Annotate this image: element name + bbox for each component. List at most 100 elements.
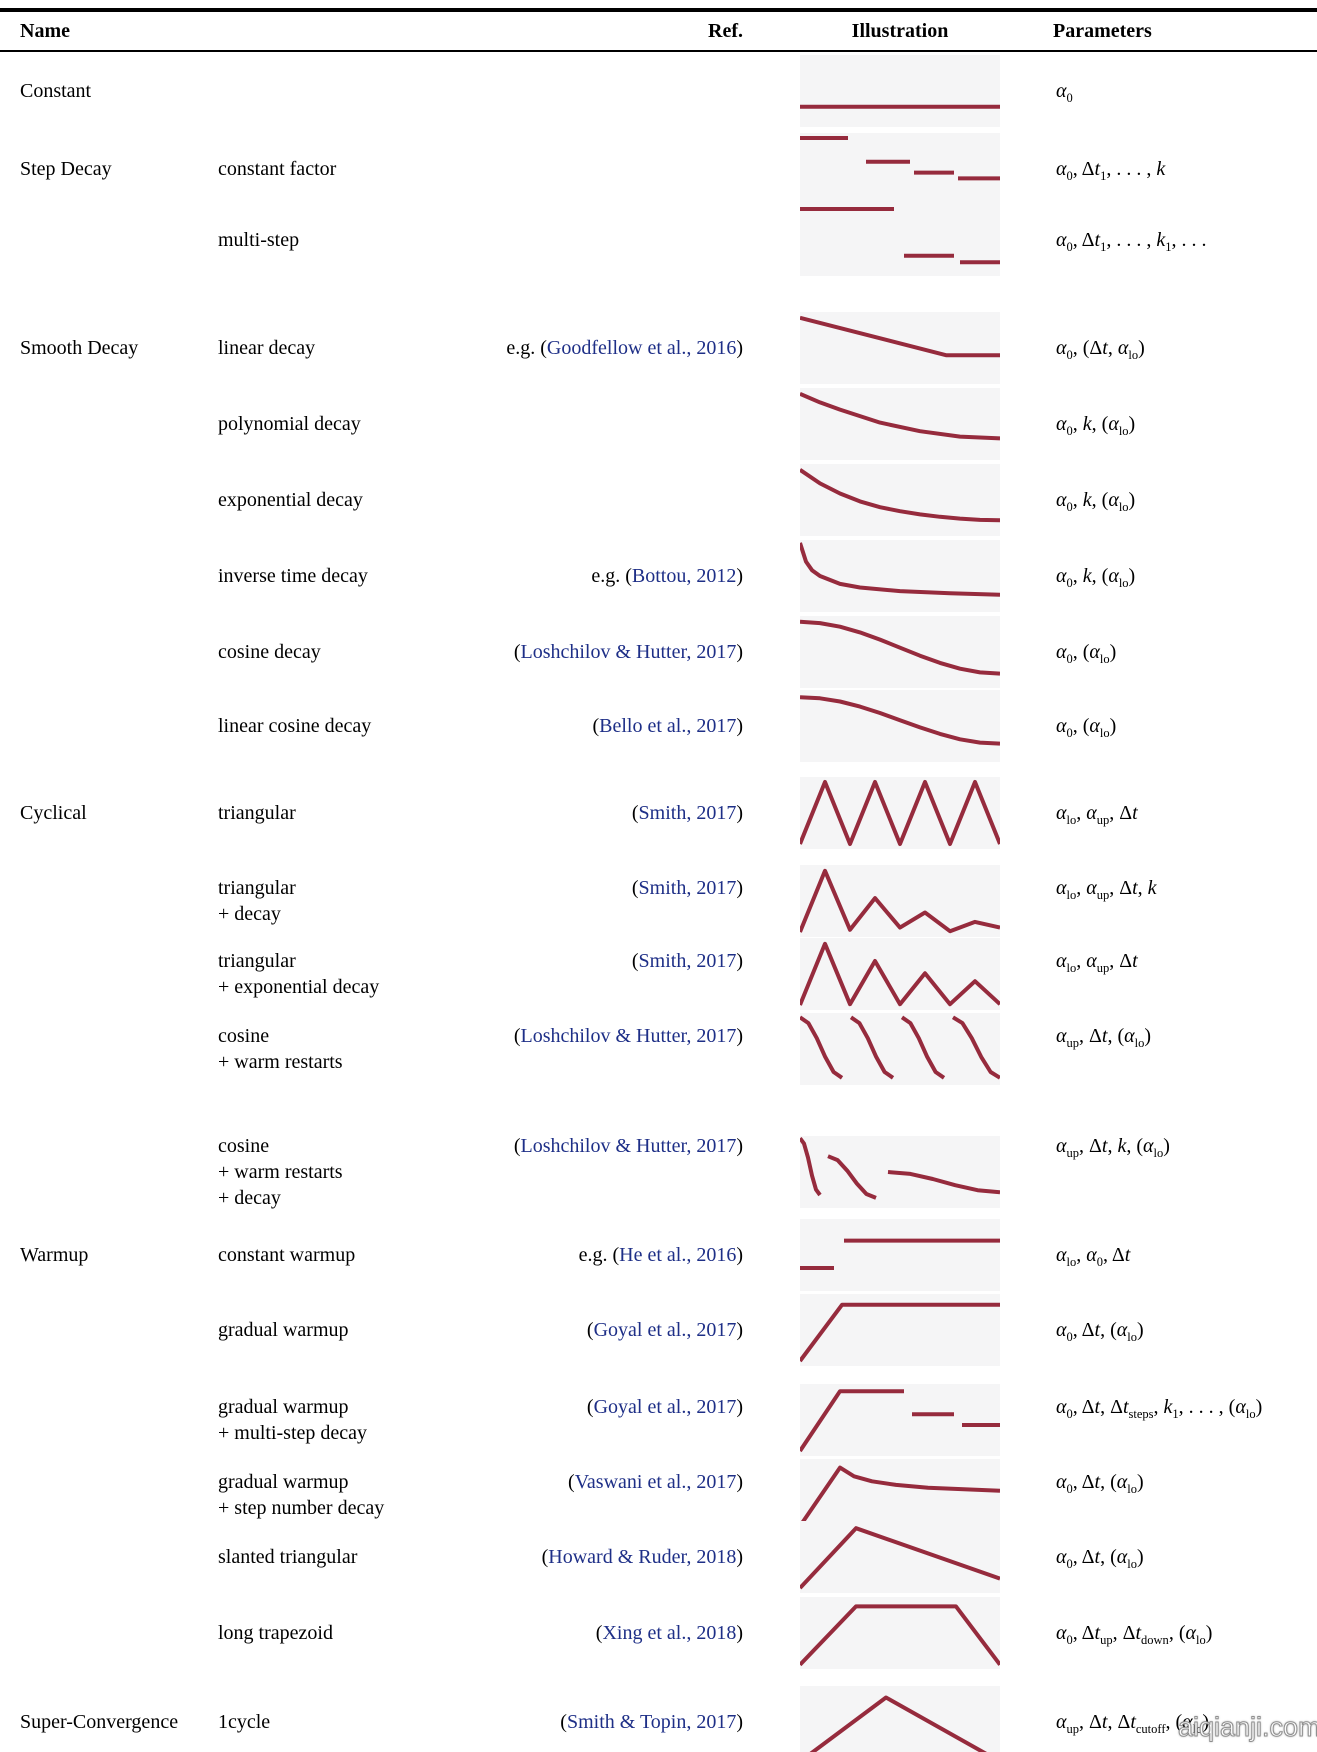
schedule-name: + exponential decay [218,976,380,998]
schedule-curve [800,780,1000,846]
column-header-ref: Ref. [708,20,743,42]
parameters: α0, Δt1, . . . , k1, . . . [1056,229,1207,254]
illustration-box [800,690,1000,762]
illustration-box [800,1686,1000,1752]
illustration-box [800,1219,1000,1291]
illustration-box [800,312,1000,384]
parameters: α0 [1056,80,1073,105]
column-header-parameters: Parameters [1053,20,1152,42]
group-label: Step Decay [20,158,112,180]
citation-link[interactable]: Bello et al., 2017 [599,715,737,737]
citation-link[interactable]: Loshchilov & Hutter, 2017 [520,1025,737,1047]
schedule-curve [800,315,1000,358]
parameters: α0, (αlo) [1056,715,1117,740]
schedule-name: long trapezoid [218,1622,333,1644]
citation-link[interactable]: Smith, 2017 [638,950,737,972]
schedule-name: linear cosine decay [218,715,372,737]
reference: (Loshchilov & Hutter, 2017) [513,1025,743,1047]
parameters: α0, (Δt, αlo) [1056,337,1145,362]
schedule-name: triangular [218,802,296,824]
parameters: α0, Δt, (αlo) [1056,1471,1144,1496]
illustration-box [800,616,1000,688]
parameters: α0, k, (αlo) [1056,565,1136,590]
illustration-box [800,1597,1000,1669]
citation-link[interactable]: Smith, 2017 [638,802,737,824]
illustration-box [800,1384,1000,1456]
table-header-rule [0,50,1317,52]
reference: (Bello et al., 2017) [592,715,743,737]
schedule-curve [800,695,1000,746]
citation-link[interactable]: Smith & Topin, 2017 [566,1711,737,1733]
parameters: αup, Δt, Δtcutoff, (αlo) [1056,1711,1210,1736]
column-header-name: Name [20,20,70,42]
parameters: α0, k, (αlo) [1056,489,1136,514]
schedule-curve [800,104,1000,109]
citation-link[interactable]: Goyal et al., 2017 [593,1396,737,1418]
illustration-box [800,1013,1000,1085]
schedule-curve [800,1015,1000,1080]
schedule-curve [800,468,1000,523]
parameters: αup, Δt, (αlo) [1056,1025,1152,1050]
schedule-name: gradual warmup [218,1471,349,1493]
schedule-name: cosine [218,1135,270,1157]
schedule-name: linear decay [218,337,316,359]
schedule-name: multi-step [218,229,300,251]
parameters: αlo, αup, Δt, k [1056,877,1157,902]
citation-link[interactable]: Goyal et al., 2017 [593,1319,737,1341]
schedule-curve [800,619,1000,676]
citation-link[interactable]: Bottou, 2012 [631,565,737,587]
schedule-curve [800,1302,1000,1363]
reference: (Howard & Ruder, 2018) [541,1546,743,1568]
group-label: Warmup [20,1244,89,1266]
citation-link[interactable]: Vaswani et al., 2017 [574,1471,737,1493]
schedule-name: + step number decay [218,1497,385,1519]
parameters: α0, Δt, Δtsteps, k1, . . . , (αlo) [1056,1396,1263,1421]
illustration-box [800,865,1000,937]
illustration-box [800,1459,1000,1531]
reference: (Smith, 2017) [631,802,743,824]
citation-link[interactable]: Loshchilov & Hutter, 2017 [520,641,737,663]
schedule-curve [800,941,1000,1007]
schedule-name: + warm restarts [218,1051,343,1073]
parameters: α0, (αlo) [1056,641,1117,666]
schedule-curve [800,1526,1000,1590]
illustration-box [800,1521,1000,1593]
citation-link[interactable]: Xing et al., 2018 [602,1622,737,1644]
citation-link[interactable]: He et al., 2016 [619,1244,737,1266]
schedule-curve [800,868,1000,934]
citation-link[interactable]: Howard & Ruder, 2018 [548,1546,737,1568]
reference: e.g. (Bottou, 2012) [591,565,743,587]
parameters: αlo, α0, Δt [1056,1244,1131,1269]
schedule-name: constant warmup [218,1244,356,1266]
schedule-name: + decay [218,903,281,925]
reference: (Smith, 2017) [631,877,743,899]
schedule-name: 1cycle [218,1711,271,1733]
citation-link[interactable]: Smith, 2017 [638,877,737,899]
citation-link[interactable]: Loshchilov & Hutter, 2017 [520,1135,737,1157]
reference: (Smith & Topin, 2017) [560,1711,743,1733]
schedule-name: gradual warmup [218,1396,349,1418]
reference: (Loshchilov & Hutter, 2017) [513,641,743,663]
parameters: αlo, αup, Δt [1056,802,1138,827]
citation-link[interactable]: Goodfellow et al., 2016 [546,337,737,359]
schedule-curve [800,1137,1000,1200]
illustration-box [800,777,1000,849]
reference: (Goyal et al., 2017) [586,1396,743,1418]
schedule-name: triangular [218,877,296,899]
parameters: α0, Δt, (αlo) [1056,1546,1144,1571]
schedule-name: constant factor [218,158,337,180]
parameters: αlo, αup, Δt [1056,950,1138,975]
schedule-name: + warm restarts [218,1161,343,1183]
illustration-box [800,938,1000,1010]
schedule-name: cosine [218,1025,270,1047]
parameters: α0, k, (αlo) [1056,413,1136,438]
reference: (Xing et al., 2018) [595,1622,743,1644]
schedule-curve [800,207,1000,265]
parameters: α0, Δt, (αlo) [1056,1319,1144,1344]
schedule-curve [800,542,1000,597]
parameters: α0, Δt1, . . . , k [1056,158,1166,183]
schedule-curve [800,1604,1000,1667]
schedule-name: cosine decay [218,641,321,663]
schedule-curve [800,136,1000,181]
